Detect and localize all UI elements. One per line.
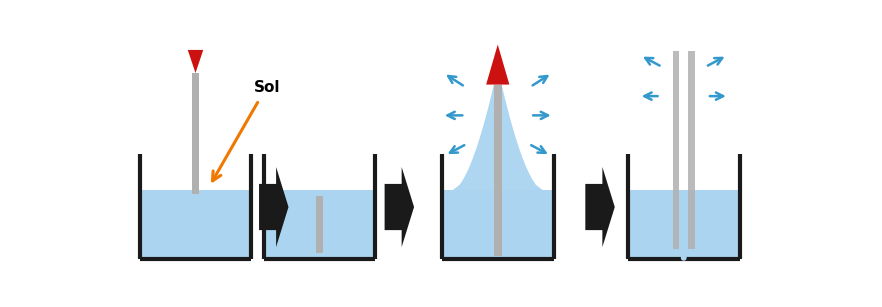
Bar — [316, 196, 324, 253]
Polygon shape — [188, 50, 203, 73]
Polygon shape — [586, 167, 615, 247]
Circle shape — [681, 250, 687, 256]
Bar — [673, 52, 679, 249]
Bar — [191, 73, 199, 194]
Polygon shape — [385, 167, 414, 247]
Bar — [628, 190, 739, 259]
Circle shape — [681, 255, 687, 261]
Bar — [688, 52, 695, 249]
Bar — [442, 190, 554, 259]
Text: Sol: Sol — [254, 80, 280, 95]
Bar — [139, 190, 251, 259]
Polygon shape — [486, 45, 510, 85]
Polygon shape — [259, 167, 288, 247]
Polygon shape — [452, 85, 542, 190]
Bar — [494, 85, 502, 255]
Bar — [264, 190, 376, 259]
